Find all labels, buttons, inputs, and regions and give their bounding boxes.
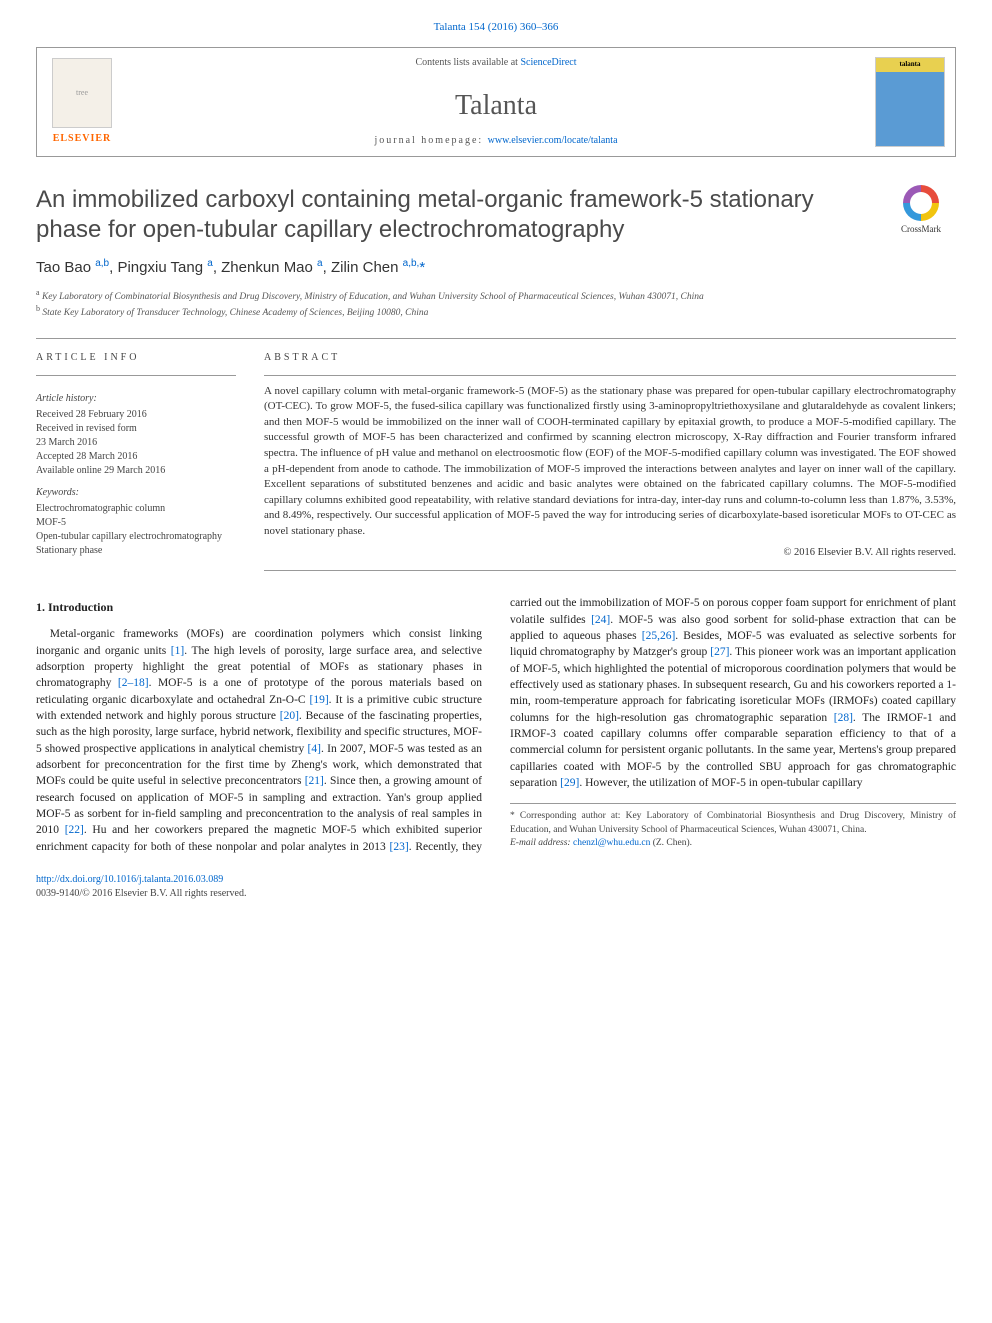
keyword: Electrochromatographic column xyxy=(36,502,236,516)
citation[interactable]: [1] xyxy=(171,645,184,657)
footnotes: * Corresponding author at: Key Laborator… xyxy=(510,803,956,850)
cover-image: talanta xyxy=(875,57,945,147)
citation[interactable]: [22] xyxy=(65,824,84,836)
history-line: 23 March 2016 xyxy=(36,436,236,450)
abstract-bottom-rule xyxy=(264,570,956,571)
section-1-heading: 1. Introduction xyxy=(36,599,482,616)
cover-band: talanta xyxy=(876,58,944,72)
citation[interactable]: [23] xyxy=(390,841,409,853)
citation[interactable]: [24] xyxy=(591,614,610,626)
citation[interactable]: [4] xyxy=(308,743,321,755)
section-divider xyxy=(36,338,956,339)
citation[interactable]: [20] xyxy=(280,710,299,722)
keyword: Open-tubular capillary electrochromatogr… xyxy=(36,530,236,544)
abstract-panel: ABSTRACT A novel capillary column with m… xyxy=(264,351,956,572)
keyword: MOF-5 xyxy=(36,516,236,530)
affiliation-a: a Key Laboratory of Combinatorial Biosyn… xyxy=(36,288,956,304)
doi-line: http://dx.doi.org/10.1016/j.talanta.2016… xyxy=(36,873,956,887)
contents-prefix: Contents lists available at xyxy=(415,57,520,68)
article-info-heading: ARTICLE INFO xyxy=(36,351,236,365)
citation[interactable]: [27] xyxy=(710,646,729,658)
citation[interactable]: [28] xyxy=(834,712,853,724)
history-line: Accepted 28 March 2016 xyxy=(36,450,236,464)
history-line: Available online 29 March 2016 xyxy=(36,464,236,478)
keyword: Stationary phase xyxy=(36,544,236,558)
citation[interactable]: [2–18] xyxy=(118,677,149,689)
header-center: Contents lists available at ScienceDirec… xyxy=(127,48,865,155)
abstract-copyright: © 2016 Elsevier B.V. All rights reserved… xyxy=(264,546,956,561)
contents-available-line: Contents lists available at ScienceDirec… xyxy=(135,56,857,70)
corresponding-author: * Corresponding author at: Key Laborator… xyxy=(510,810,956,837)
journal-cover-thumb: talanta xyxy=(865,48,955,155)
crossmark-label: CrossMark xyxy=(901,224,941,234)
citation[interactable]: [29] xyxy=(560,777,579,789)
history-line: Received 28 February 2016 xyxy=(36,408,236,422)
homepage-prefix: journal homepage: xyxy=(374,135,487,146)
authors-line: Tao Bao a,b, Pingxiu Tang a, Zhenkun Mao… xyxy=(36,257,956,278)
elsevier-logo: tree ELSEVIER xyxy=(37,48,127,155)
affiliation-b: b State Key Laboratory of Transducer Tec… xyxy=(36,304,956,320)
history-line: Received in revised form xyxy=(36,422,236,436)
citation[interactable]: [21] xyxy=(305,775,324,787)
article-history-label: Article history: xyxy=(36,392,236,406)
journal-header: tree ELSEVIER Contents lists available a… xyxy=(36,47,956,156)
keywords-label: Keywords: xyxy=(36,486,236,500)
article-body: 1. Introduction Metal-organic frameworks… xyxy=(36,595,956,855)
crossmark-badge[interactable]: CrossMark xyxy=(886,185,956,236)
elsevier-wordmark: ELSEVIER xyxy=(53,132,112,146)
sciencedirect-link[interactable]: ScienceDirect xyxy=(520,57,576,68)
abstract-body: A novel capillary column with metal-orga… xyxy=(264,375,956,540)
email-link[interactable]: chenzl@whu.edu.cn xyxy=(573,838,650,848)
citation[interactable]: [19] xyxy=(309,694,328,706)
article-info-panel: ARTICLE INFO Article history: Received 2… xyxy=(36,351,236,572)
issn-copyright: 0039-9140/© 2016 Elsevier B.V. All right… xyxy=(36,887,956,901)
elsevier-tree-icon: tree xyxy=(52,58,112,128)
doi-link[interactable]: http://dx.doi.org/10.1016/j.talanta.2016… xyxy=(36,874,223,885)
journal-homepage-line: journal homepage: www.elsevier.com/locat… xyxy=(135,134,857,148)
email-line: E-mail address: chenzl@whu.edu.cn (Z. Ch… xyxy=(510,837,956,850)
abstract-heading: ABSTRACT xyxy=(264,351,956,365)
affiliations: a Key Laboratory of Combinatorial Biosyn… xyxy=(36,288,956,320)
crossmark-icon xyxy=(903,185,939,221)
journal-name: Talanta xyxy=(135,86,857,125)
journal-reference: Talanta 154 (2016) 360–366 xyxy=(36,20,956,35)
journal-homepage-link[interactable]: www.elsevier.com/locate/talanta xyxy=(488,135,618,146)
citation[interactable]: [25,26] xyxy=(642,630,676,642)
article-title: An immobilized carboxyl containing metal… xyxy=(36,185,870,245)
